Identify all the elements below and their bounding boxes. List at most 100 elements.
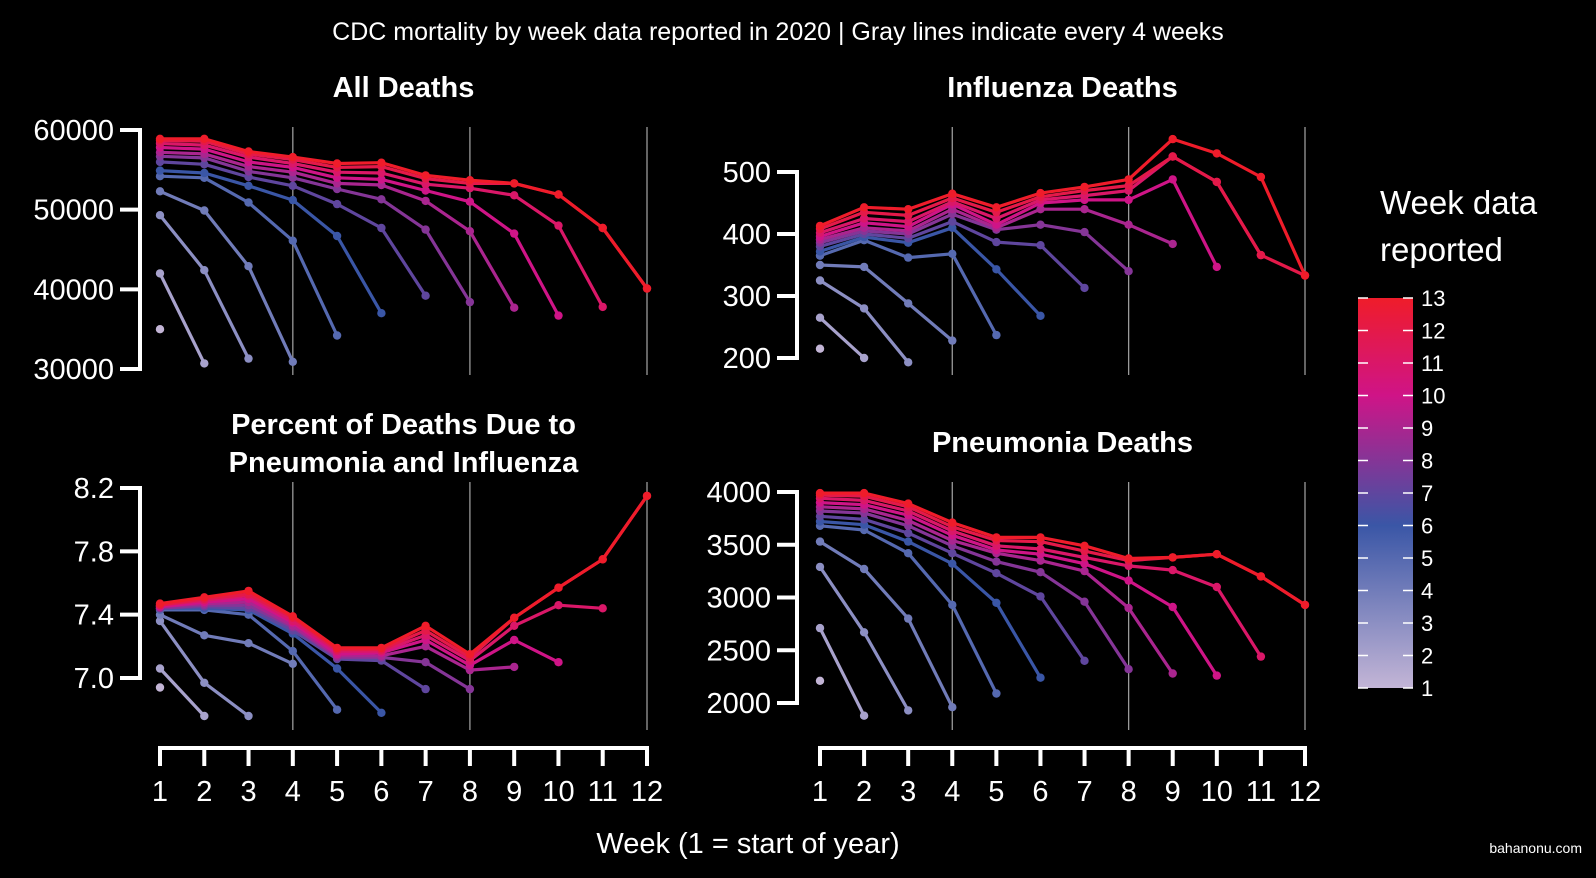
series-report-12 (815, 491, 1310, 610)
series-report-2 (815, 313, 869, 363)
x-tick-label: 2 (856, 776, 872, 808)
data-point (377, 175, 386, 184)
series-report-7 (815, 512, 1089, 665)
legend-tick-label: 1 (1421, 676, 1433, 701)
data-point (1212, 177, 1222, 187)
x-tick-label: 9 (1165, 776, 1181, 808)
data-point (288, 612, 297, 621)
series-report-4 (155, 187, 297, 366)
data-point (1080, 283, 1089, 293)
x-tick-label: 4 (944, 776, 960, 808)
data-point (244, 198, 253, 207)
data-point (992, 237, 1001, 247)
data-point (244, 711, 253, 721)
data-point (904, 549, 913, 558)
data-point (510, 621, 519, 630)
data-point (992, 214, 1001, 223)
x-axis-label: Week (1 = start of year) (596, 828, 899, 860)
data-point (642, 491, 652, 501)
series-line (819, 501, 1219, 677)
data-point (200, 678, 209, 687)
series-report-10 (815, 175, 1222, 272)
data-point (510, 179, 519, 188)
data-point (554, 221, 563, 230)
data-point (554, 658, 563, 667)
data-point (288, 152, 297, 162)
data-point (421, 684, 430, 694)
legend-tick-label: 11 (1421, 351, 1444, 376)
y-tick-label: 60000 (33, 115, 114, 147)
data-point (288, 195, 297, 205)
data-point (1036, 311, 1045, 320)
data-point (815, 623, 825, 633)
data-point (859, 564, 869, 574)
x-tick-label: 3 (240, 776, 256, 808)
data-point (288, 236, 297, 245)
data-point (1036, 241, 1045, 250)
data-point (510, 229, 519, 238)
series-report-11 (815, 494, 1266, 661)
data-point (1036, 205, 1045, 214)
data-point (1256, 250, 1266, 260)
data-point (510, 613, 519, 622)
data-point (510, 191, 519, 200)
data-point (948, 223, 957, 232)
y-tick-label: 3000 (706, 583, 771, 615)
data-point (510, 662, 519, 672)
data-point (948, 249, 957, 258)
legend-tick-label: 13 (1421, 286, 1445, 311)
x-tick-label: 11 (1246, 776, 1276, 808)
series-report-5 (155, 605, 342, 714)
data-point (554, 311, 563, 320)
data-point (948, 336, 957, 345)
data-point (288, 659, 297, 668)
chart-panels: All Deaths 30000 40000 50000 60000 Influenza … (33, 72, 1321, 808)
data-point (465, 227, 475, 236)
data-point (465, 684, 475, 694)
data-point (155, 325, 165, 334)
series-report-2 (155, 664, 209, 721)
data-point (1124, 195, 1133, 205)
x-tick-label: 6 (373, 776, 389, 808)
data-point (904, 358, 913, 367)
y-tick-label: 3500 (706, 530, 771, 562)
series-report-1 (815, 344, 825, 353)
series-line (819, 177, 1219, 268)
data-point (377, 309, 386, 318)
data-point (200, 206, 209, 215)
legend-tick-label: 5 (1421, 546, 1433, 571)
data-point (992, 265, 1001, 274)
data-point (1080, 559, 1089, 568)
data-point (510, 303, 519, 312)
x-tick-label: 10 (542, 776, 574, 808)
data-point (1212, 550, 1222, 559)
data-point (1036, 568, 1045, 577)
x-tick-label: 12 (1289, 776, 1321, 808)
data-point (992, 330, 1001, 340)
data-point (288, 181, 297, 190)
series-report-3 (155, 616, 253, 721)
y-tick-label: 500 (723, 157, 771, 189)
data-point (465, 176, 475, 185)
series-line (159, 613, 294, 666)
legend-tick-label: 8 (1421, 449, 1433, 474)
data-point (1168, 602, 1177, 612)
series-line (819, 540, 954, 708)
data-point (1080, 541, 1089, 550)
legend-tick-label: 7 (1421, 481, 1433, 506)
data-point (598, 302, 607, 312)
panel-title-line: Percent of Deaths Due to (231, 409, 576, 441)
data-point (332, 705, 342, 714)
data-point (859, 214, 869, 223)
data-point (1036, 592, 1045, 601)
data-point (598, 555, 607, 564)
y-tick-label: 300 (723, 281, 771, 313)
data-point (1124, 220, 1133, 229)
series-report-13 (155, 491, 652, 659)
data-point (377, 223, 386, 233)
series-line (818, 566, 910, 712)
data-point (332, 664, 342, 673)
data-point (554, 583, 563, 592)
data-point (1212, 582, 1222, 592)
data-point (859, 353, 869, 363)
